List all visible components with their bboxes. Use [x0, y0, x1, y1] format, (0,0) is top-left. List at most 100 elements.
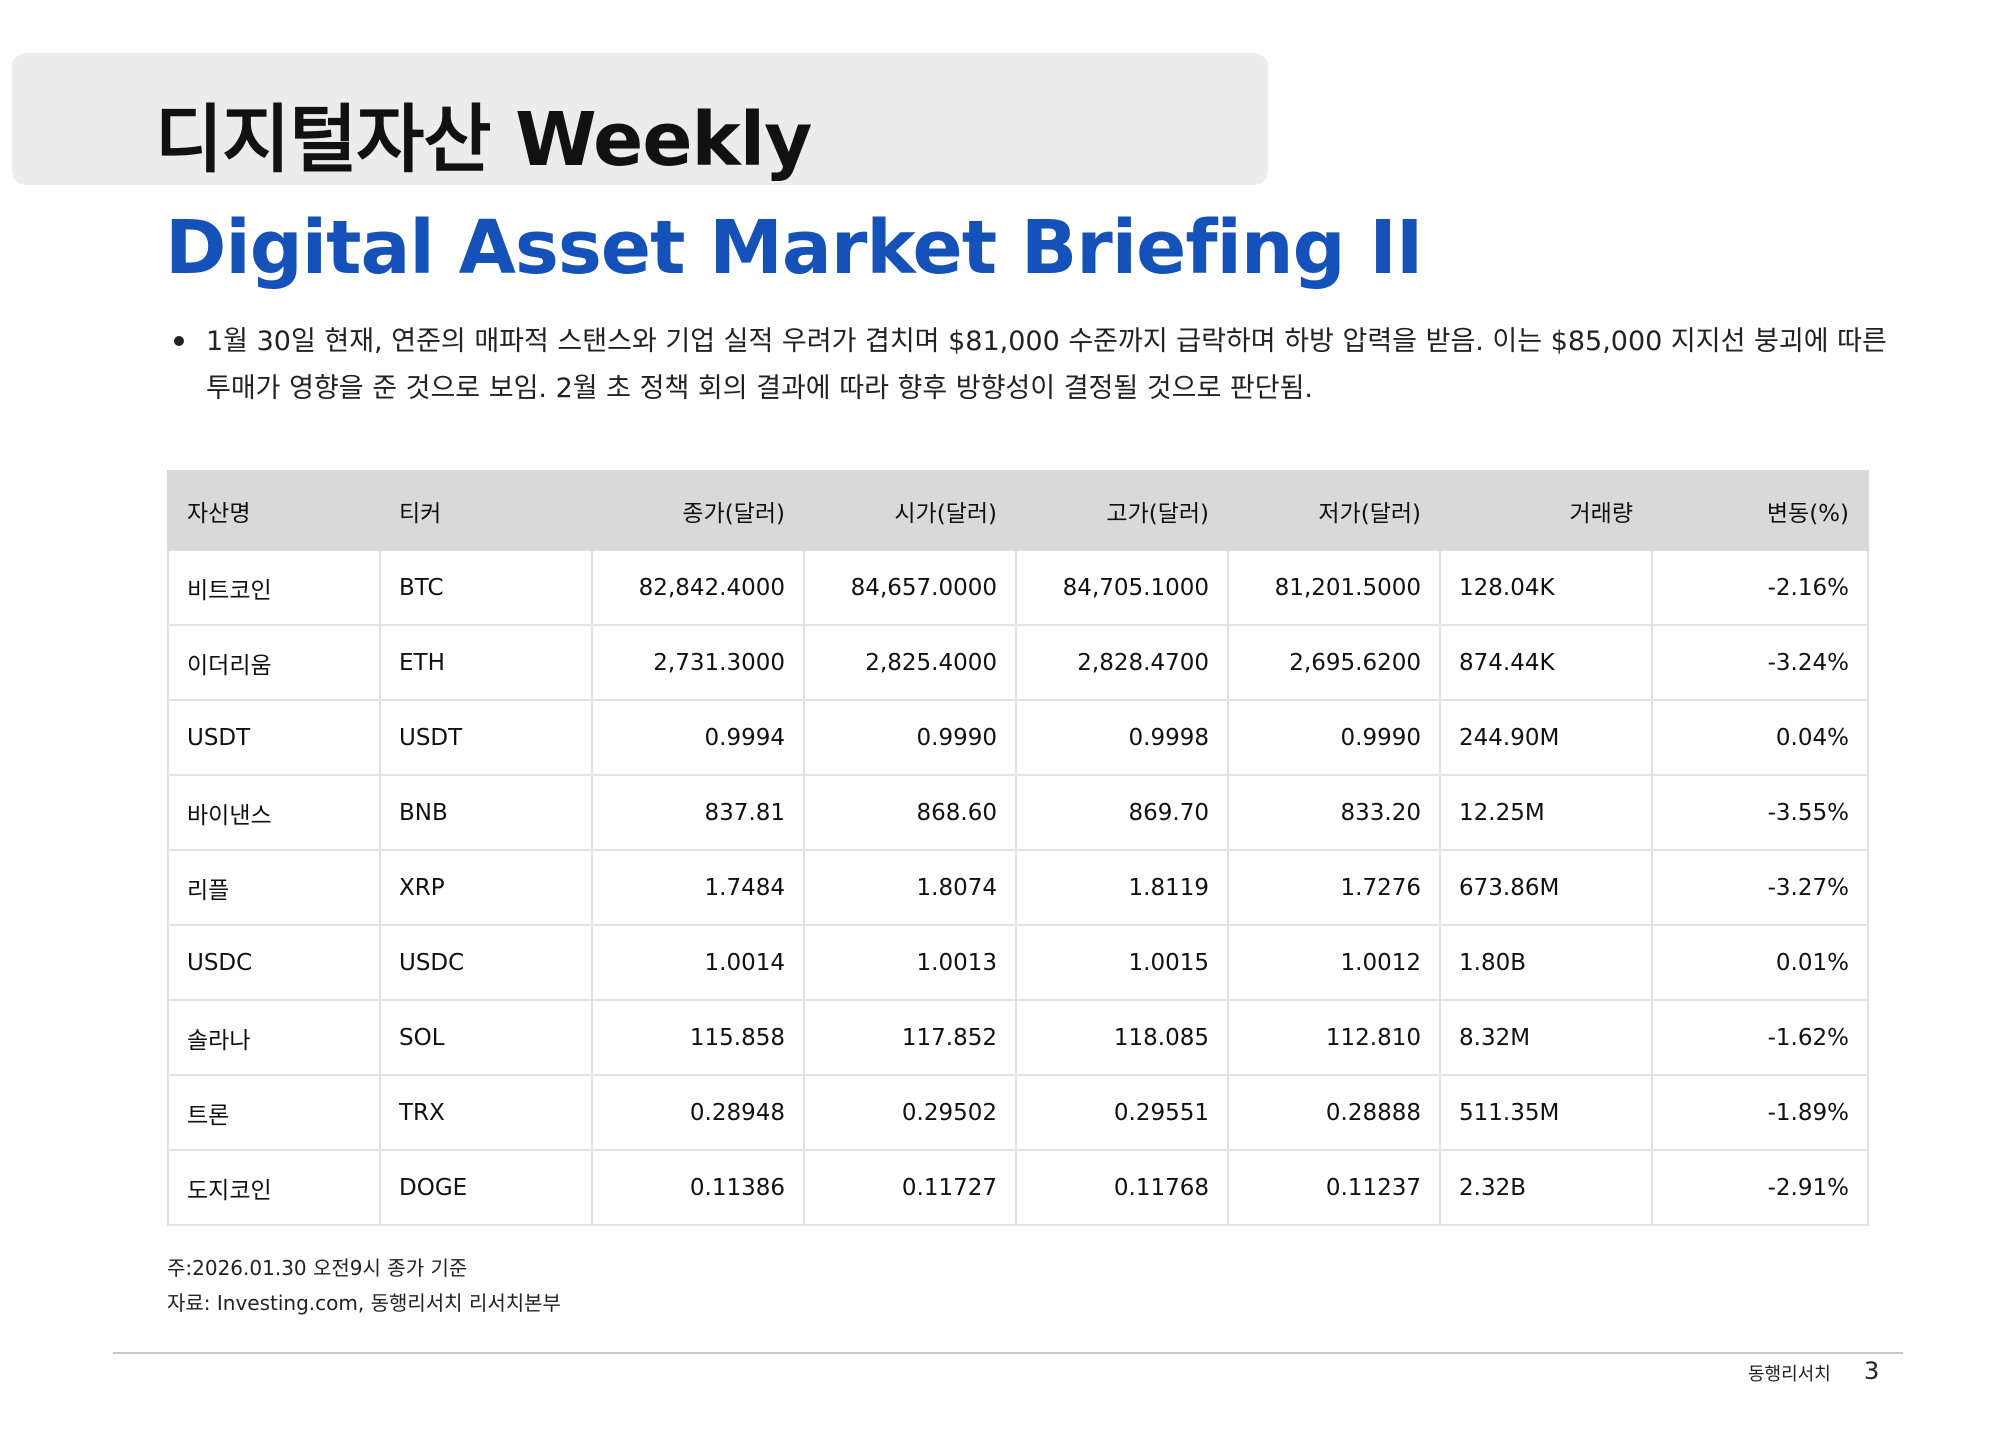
cell-volume: 244.90M [1439, 699, 1653, 776]
cell-low: 2,695.6200 [1227, 624, 1441, 701]
cell-high: 0.29551 [1015, 1074, 1229, 1151]
cell-close: 1.0014 [591, 924, 805, 1001]
cell-low: 81,201.5000 [1227, 549, 1441, 626]
cell-high: 118.085 [1015, 999, 1229, 1076]
cell-open: 1.0013 [803, 924, 1017, 1001]
table-row: 리플 XRP 1.7484 1.8074 1.8119 1.7276 673.86M -3.2… [167, 849, 1869, 926]
cell-high: 84,705.1000 [1015, 549, 1229, 626]
cell-ticker: TRX [379, 1074, 593, 1151]
cell-ticker: SOL [379, 999, 593, 1076]
cell-asset: 이더리움 [167, 624, 381, 701]
col-header-close: 종가(달러) [591, 470, 805, 551]
title-banner [12, 53, 1268, 185]
cell-high: 2,828.4700 [1015, 624, 1229, 701]
table-source: 자료: Investing.com, 동행리서치 리서치본부 [167, 1291, 561, 1315]
cell-close: 1.7484 [591, 849, 805, 926]
cell-ticker: USDC [379, 924, 593, 1001]
col-header-open: 시가(달러) [803, 470, 1017, 551]
summary-text: 1월 30일 현재, 연준의 매파적 스탠스와 기업 실적 우려가 겹치며 $8… [206, 326, 1887, 404]
table-row: 트론 TRX 0.28948 0.29502 0.29551 0.28888 511.35M… [167, 1074, 1869, 1151]
cell-asset: 도지코인 [167, 1149, 381, 1226]
cell-asset: 바이낸스 [167, 774, 381, 851]
cell-change: 0.04% [1651, 699, 1869, 776]
col-header-asset: 자산명 [167, 470, 381, 551]
cell-ticker: BNB [379, 774, 593, 851]
cell-open: 117.852 [803, 999, 1017, 1076]
cell-low: 0.11237 [1227, 1149, 1441, 1226]
cell-volume: 511.35M [1439, 1074, 1653, 1151]
table-row: 도지코인 DOGE 0.11386 0.11727 0.11768 0.11237 2.32… [167, 1149, 1869, 1226]
cell-asset: 비트코인 [167, 549, 381, 626]
table-header-row: 자산명 티커 종가(달러) 시가(달러) 고가(달러) 저가(달러) 거래량 변… [167, 470, 1869, 551]
cell-open: 0.29502 [803, 1074, 1017, 1151]
cell-change: -1.62% [1651, 999, 1869, 1076]
cell-high: 0.11768 [1015, 1149, 1229, 1226]
cell-high: 1.8119 [1015, 849, 1229, 926]
cell-volume: 128.04K [1439, 549, 1653, 626]
page-title: 디지털자산 Weekly [155, 97, 812, 183]
cell-asset: 솔라나 [167, 999, 381, 1076]
cell-change: -3.24% [1651, 624, 1869, 701]
cell-open: 2,825.4000 [803, 624, 1017, 701]
cell-open: 0.9990 [803, 699, 1017, 776]
summary-bullet: 1월 30일 현재, 연준의 매파적 스탠스와 기업 실적 우려가 겹치며 $8… [170, 318, 1916, 412]
table-row: 비트코인 BTC 82,842.4000 84,657.0000 84,705.1000… [167, 549, 1869, 626]
cell-low: 1.0012 [1227, 924, 1441, 1001]
table-row: USDT USDT 0.9994 0.9990 0.9998 0.9990 244.90M 0… [167, 699, 1869, 776]
page-subtitle: Digital Asset Market Briefing II [165, 205, 1423, 291]
cell-change: 0.01% [1651, 924, 1869, 1001]
cell-low: 0.9990 [1227, 699, 1441, 776]
footer-divider [113, 1352, 1903, 1354]
cell-asset: USDT [167, 699, 381, 776]
cell-change: -3.27% [1651, 849, 1869, 926]
col-header-change: 변동(%) [1651, 470, 1869, 551]
cell-volume: 8.32M [1439, 999, 1653, 1076]
cell-ticker: USDT [379, 699, 593, 776]
table-row: USDC USDC 1.0014 1.0013 1.0015 1.0012 1.80B 0.0… [167, 924, 1869, 1001]
cell-low: 112.810 [1227, 999, 1441, 1076]
cell-asset: USDC [167, 924, 381, 1001]
cell-volume: 12.25M [1439, 774, 1653, 851]
table-note: 주:2026.01.30 오전9시 종가 기준 [167, 1256, 468, 1280]
cell-close: 0.11386 [591, 1149, 805, 1226]
cell-high: 0.9998 [1015, 699, 1229, 776]
table-row: 바이낸스 BNB 837.81 868.60 869.70 833.20 12.25M -3.… [167, 774, 1869, 851]
cell-low: 0.28888 [1227, 1074, 1441, 1151]
col-header-low: 저가(달러) [1227, 470, 1441, 551]
cell-high: 1.0015 [1015, 924, 1229, 1001]
cell-ticker: BTC [379, 549, 593, 626]
footer-brand: 동행리서치 [1748, 1364, 1831, 1385]
cell-close: 0.28948 [591, 1074, 805, 1151]
cell-change: -2.91% [1651, 1149, 1869, 1226]
page-number: 3 [1864, 1357, 1880, 1385]
col-header-high: 고가(달러) [1015, 470, 1229, 551]
bullet-icon [174, 336, 184, 346]
cell-open: 1.8074 [803, 849, 1017, 926]
cell-volume: 673.86M [1439, 849, 1653, 926]
cell-close: 82,842.4000 [591, 549, 805, 626]
cell-close: 0.9994 [591, 699, 805, 776]
table-row: 솔라나 SOL 115.858 117.852 118.085 112.810 8.32M -… [167, 999, 1869, 1076]
cell-ticker: XRP [379, 849, 593, 926]
table-row: 이더리움 ETH 2,731.3000 2,825.4000 2,828.4700 2,6… [167, 624, 1869, 701]
cell-low: 833.20 [1227, 774, 1441, 851]
cell-change: -2.16% [1651, 549, 1869, 626]
cell-change: -1.89% [1651, 1074, 1869, 1151]
cell-low: 1.7276 [1227, 849, 1441, 926]
cell-close: 837.81 [591, 774, 805, 851]
asset-price-table: 자산명 티커 종가(달러) 시가(달러) 고가(달러) 저가(달러) 거래량 변… [167, 470, 1869, 1226]
cell-open: 84,657.0000 [803, 549, 1017, 626]
cell-asset: 리플 [167, 849, 381, 926]
cell-volume: 2.32B [1439, 1149, 1653, 1226]
cell-open: 868.60 [803, 774, 1017, 851]
cell-ticker: ETH [379, 624, 593, 701]
cell-asset: 트론 [167, 1074, 381, 1151]
cell-close: 115.858 [591, 999, 805, 1076]
col-header-volume: 거래량 [1439, 470, 1653, 551]
col-header-ticker: 티커 [379, 470, 593, 551]
cell-volume: 874.44K [1439, 624, 1653, 701]
cell-high: 869.70 [1015, 774, 1229, 851]
cell-volume: 1.80B [1439, 924, 1653, 1001]
cell-change: -3.55% [1651, 774, 1869, 851]
cell-open: 0.11727 [803, 1149, 1017, 1226]
